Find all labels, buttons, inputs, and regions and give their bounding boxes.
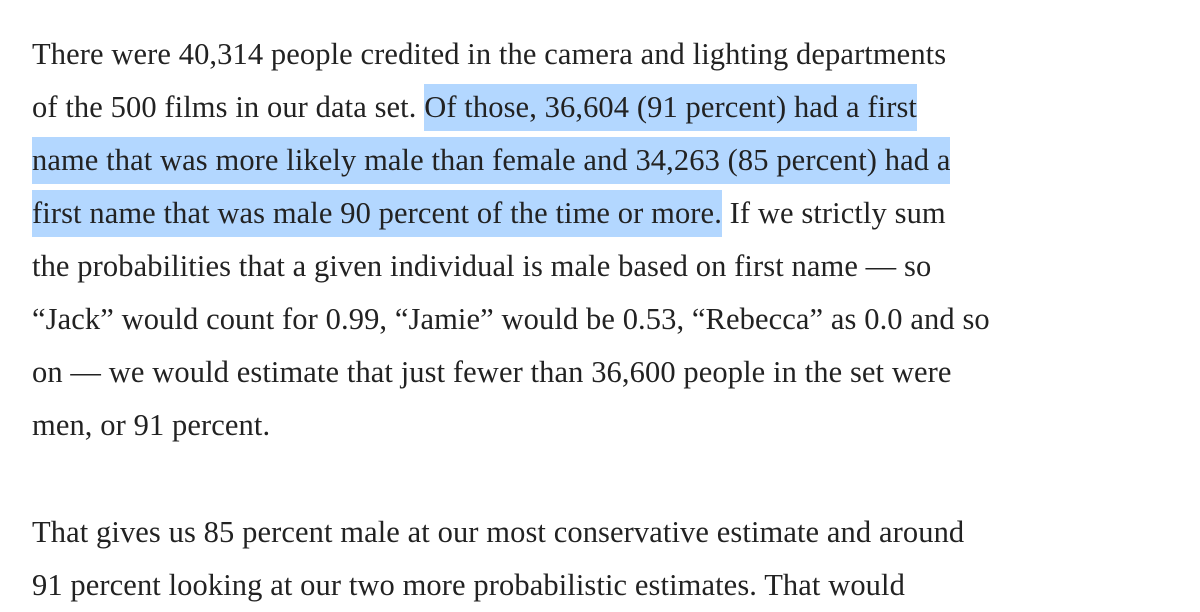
text-line: 91 percent looking at our two more proba… <box>32 559 1182 612</box>
text-line: There were 40,314 people credited in the… <box>32 28 1182 81</box>
selected-text[interactable]: name that was more likely male than fema… <box>32 137 951 184</box>
line-text: of the 500 films in our data set. <box>32 90 425 124</box>
line-text: “Jack” would count for 0.99, “Jamie” wou… <box>32 302 990 336</box>
text-line: on — we would estimate that just fewer t… <box>32 346 1182 399</box>
line-text: the probabilities that a given individua… <box>32 249 932 283</box>
line-text: men, or 91 percent. <box>32 408 271 442</box>
line-text: on — we would estimate that just fewer t… <box>32 355 952 389</box>
line-text: If we strictly sum <box>721 196 946 230</box>
article-body: There were 40,314 people credited in the… <box>32 28 1182 612</box>
line-text: That gives us 85 percent male at our mos… <box>32 515 965 549</box>
text-line: the probabilities that a given individua… <box>32 240 1182 293</box>
text-line: first name that was male 90 percent of t… <box>32 187 1182 240</box>
text-line: of the 500 films in our data set. Of tho… <box>32 81 1182 134</box>
selected-text[interactable]: Of those, 36,604 (91 percent) had a firs… <box>424 84 918 131</box>
text-line: “Jack” would count for 0.99, “Jamie” wou… <box>32 293 1182 346</box>
text-line: That gives us 85 percent male at our mos… <box>32 506 1182 559</box>
paragraph-1: There were 40,314 people credited in the… <box>32 28 1182 452</box>
paragraph-2: That gives us 85 percent male at our mos… <box>32 506 1182 612</box>
text-line: name that was more likely male than fema… <box>32 134 1182 187</box>
line-text: There were 40,314 people credited in the… <box>32 37 947 71</box>
selected-text[interactable]: first name that was male 90 percent of t… <box>32 190 722 237</box>
line-text: 91 percent looking at our two more proba… <box>32 568 905 602</box>
text-line: men, or 91 percent. <box>32 399 1182 452</box>
